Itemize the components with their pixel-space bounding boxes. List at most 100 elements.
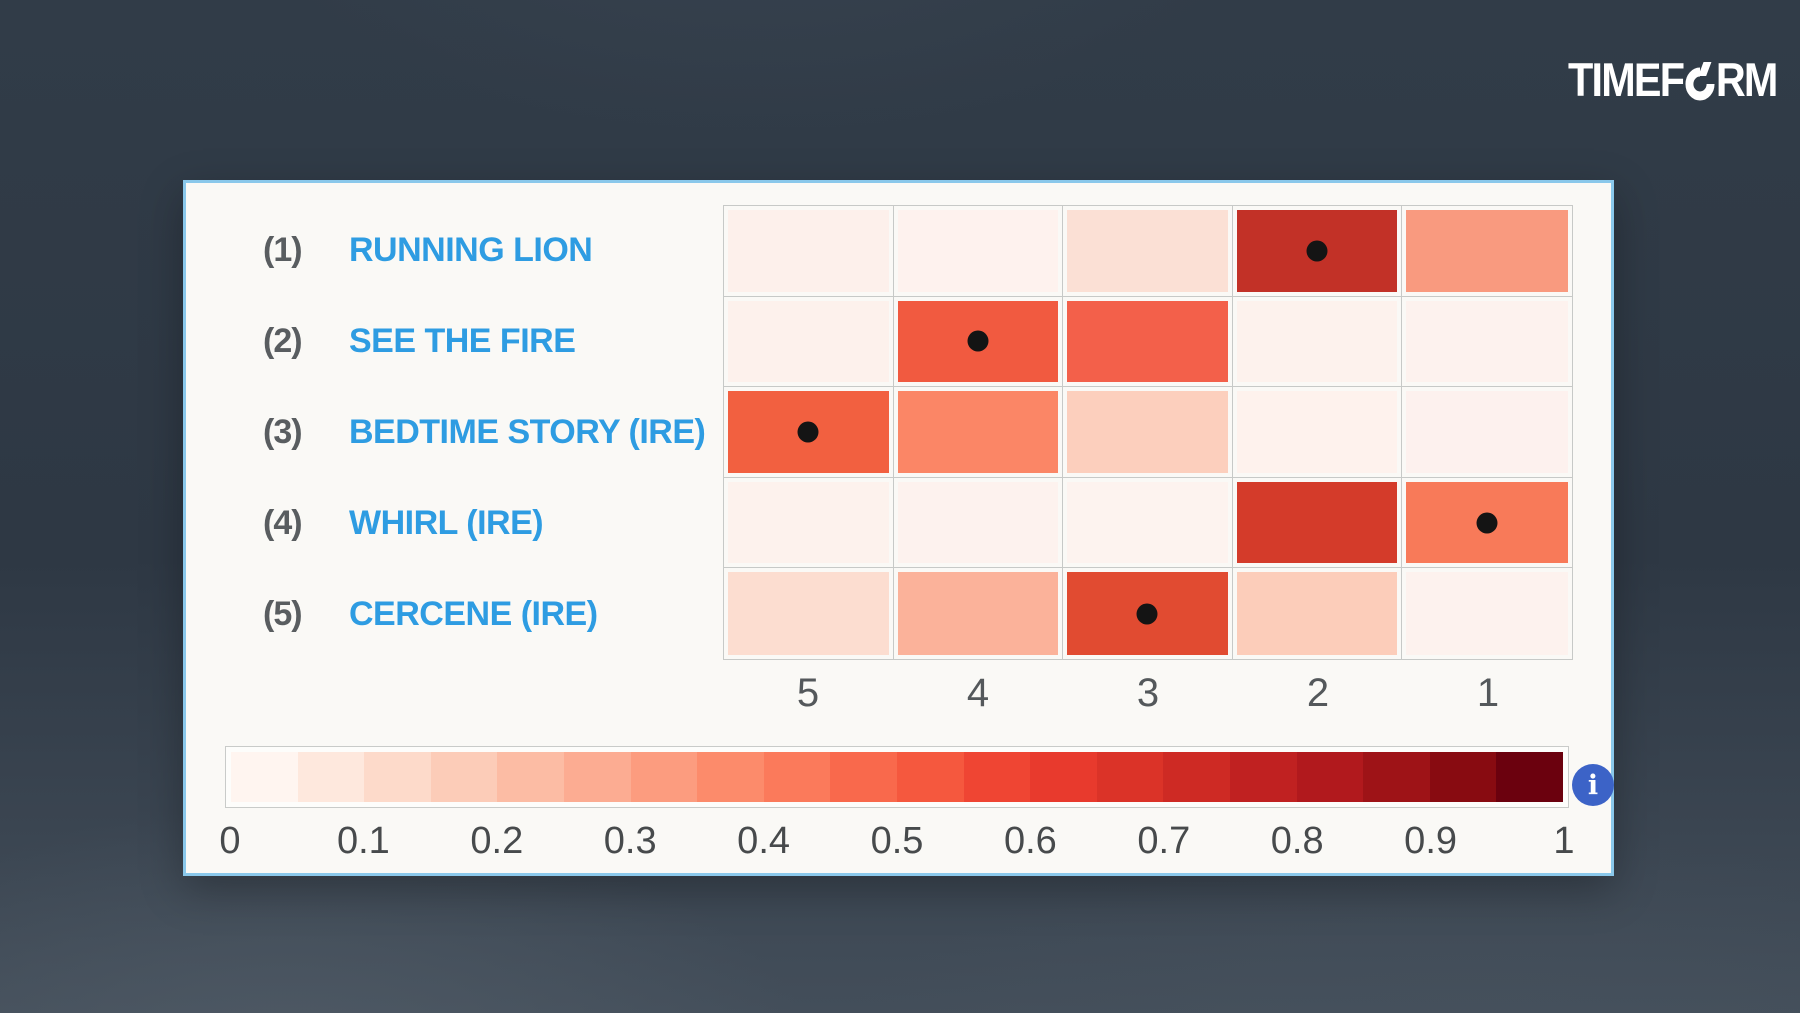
result-dot: [1476, 512, 1498, 534]
horse-row: (2) SEE THE FIRE: [263, 296, 705, 387]
colorbar-tick: 0.6: [1003, 820, 1057, 862]
colorbar-step: [297, 752, 365, 802]
colorbar-tick: 0.5: [870, 820, 924, 862]
colorbar-step: [364, 752, 431, 802]
heatmap-cell: [1232, 477, 1403, 569]
colorbar-step: [630, 752, 698, 802]
probability-colorbar: [225, 746, 1569, 808]
heatmap-cell-fill: [897, 572, 1059, 655]
horse-number: (2): [263, 322, 303, 360]
probability-heatmap: [723, 205, 1573, 660]
logo-text-left: TIMEF: [1568, 53, 1685, 106]
position-axis-label: 2: [1306, 671, 1330, 715]
horse-name-link[interactable]: CERCENE (IRE): [349, 595, 598, 633]
colorbar-step: [697, 752, 764, 802]
logo-o-icon: [1685, 61, 1715, 100]
heatmap-cell-fill: [897, 391, 1059, 473]
horse-name-link[interactable]: RUNNING LION: [349, 231, 593, 269]
horse-row: (3) BEDTIME STORY (IRE): [263, 387, 706, 478]
heatmap-cell-fill: [728, 391, 889, 473]
info-icon: i: [1587, 769, 1599, 801]
colorbar-tick: 0.1: [336, 820, 390, 862]
colorbar-tick: 0.3: [603, 820, 657, 862]
colorbar-step: [1030, 752, 1097, 802]
horse-number: (4): [263, 504, 303, 542]
heatmap-cell: [1402, 568, 1572, 659]
heatmap-cell: [724, 477, 894, 569]
position-axis-label: 5: [796, 671, 820, 715]
heatmap-cell-fill: [728, 481, 889, 564]
colorbar-step: [830, 752, 897, 802]
colorbar-step: [763, 752, 831, 802]
result-dot: [1306, 240, 1328, 262]
heatmap-cell: [1402, 478, 1572, 569]
heatmap-cell-fill: [1236, 210, 1398, 292]
heatmap-cell-fill: [1067, 572, 1228, 655]
horse-name-link[interactable]: BEDTIME STORY (IRE): [349, 413, 706, 451]
position-axis-label: 4: [966, 671, 990, 715]
horse-row: (5) CERCENE (IRE): [263, 569, 705, 660]
colorbar-tick: 0.2: [470, 820, 524, 862]
horse-name-link[interactable]: SEE THE FIRE: [349, 322, 576, 360]
horse-name-link[interactable]: WHIRL (IRE): [349, 504, 544, 542]
colorbar-tick: 0.8: [1270, 820, 1324, 862]
heatmap-cell: [1402, 387, 1572, 478]
heatmap-cell-fill: [1067, 210, 1228, 292]
colorbar-step: [1163, 752, 1230, 802]
heatmap-cell-fill: [1406, 481, 1568, 564]
heatmap-cell: [1402, 206, 1572, 297]
heatmap-cell: [893, 477, 1064, 569]
position-axis: 5 4 3 2 1: [723, 669, 1573, 717]
colorbar-tick: 0.7: [1137, 820, 1191, 862]
colorbar-step: [1363, 752, 1430, 802]
heatmap-cell-fill: [1067, 481, 1228, 564]
timeform-logo: TIMEF RM: [1568, 52, 1779, 107]
colorbar-step: [1429, 752, 1497, 802]
heatmap-cell: [1063, 477, 1233, 569]
colorbar-step: [963, 752, 1031, 802]
heatmap-cell: [893, 206, 1064, 297]
colorbar-tick: 0.9: [1404, 820, 1458, 862]
heatmap-cell: [1233, 568, 1403, 659]
horse-row: (4) WHIRL (IRE): [263, 478, 705, 569]
heatmap-cell: [1232, 296, 1403, 388]
heatmap-cell: [893, 296, 1064, 388]
heatmap-cell-fill: [1236, 481, 1398, 564]
heatmap-cell-fill: [897, 481, 1059, 564]
heatmap-cell: [894, 568, 1064, 659]
heatmap-cell-fill: [1406, 572, 1568, 655]
colorbar-step: [1496, 752, 1563, 802]
horse-number: (5): [263, 595, 303, 633]
heatmap-cell-fill: [1067, 391, 1228, 473]
result-dot: [1136, 603, 1158, 625]
heatmap-cell: [1232, 206, 1403, 297]
heatmap-cell-fill: [728, 572, 889, 655]
heatmap-cell: [724, 206, 894, 297]
colorbar-step: [231, 752, 298, 802]
logo-text-right: RM: [1715, 53, 1779, 106]
heatmap-cell-fill: [1236, 391, 1398, 473]
horse-list: (1) RUNNING LION (2) SEE THE FIRE (3) BE…: [263, 205, 706, 660]
heatmap-cell: [1402, 297, 1572, 388]
heatmap-cell: [1063, 568, 1233, 659]
horse-number: (3): [263, 413, 303, 451]
colorbar-step: [1096, 752, 1164, 802]
position-axis-label: 1: [1476, 671, 1500, 715]
heatmap-cell: [1063, 296, 1233, 388]
predictor-panel: (1) RUNNING LION (2) SEE THE FIRE (3) BE…: [183, 180, 1614, 876]
heatmap-cell-fill: [1236, 300, 1398, 383]
colorbar-step: [563, 752, 631, 802]
colorbar-step: [1229, 752, 1297, 802]
heatmap-cell-fill: [728, 210, 889, 292]
result-dot: [967, 330, 989, 352]
colorbar-gradient: [231, 752, 1563, 802]
colorbar-step: [1296, 752, 1364, 802]
heatmap-cell: [724, 296, 894, 388]
heatmap-cell: [724, 568, 894, 659]
info-button[interactable]: i: [1572, 764, 1614, 806]
position-axis-label: 3: [1136, 671, 1160, 715]
heatmap-cell: [1063, 387, 1233, 478]
heatmap-cell-fill: [897, 300, 1059, 383]
heatmap-cell: [1232, 387, 1403, 478]
horse-number: (1): [263, 231, 303, 269]
